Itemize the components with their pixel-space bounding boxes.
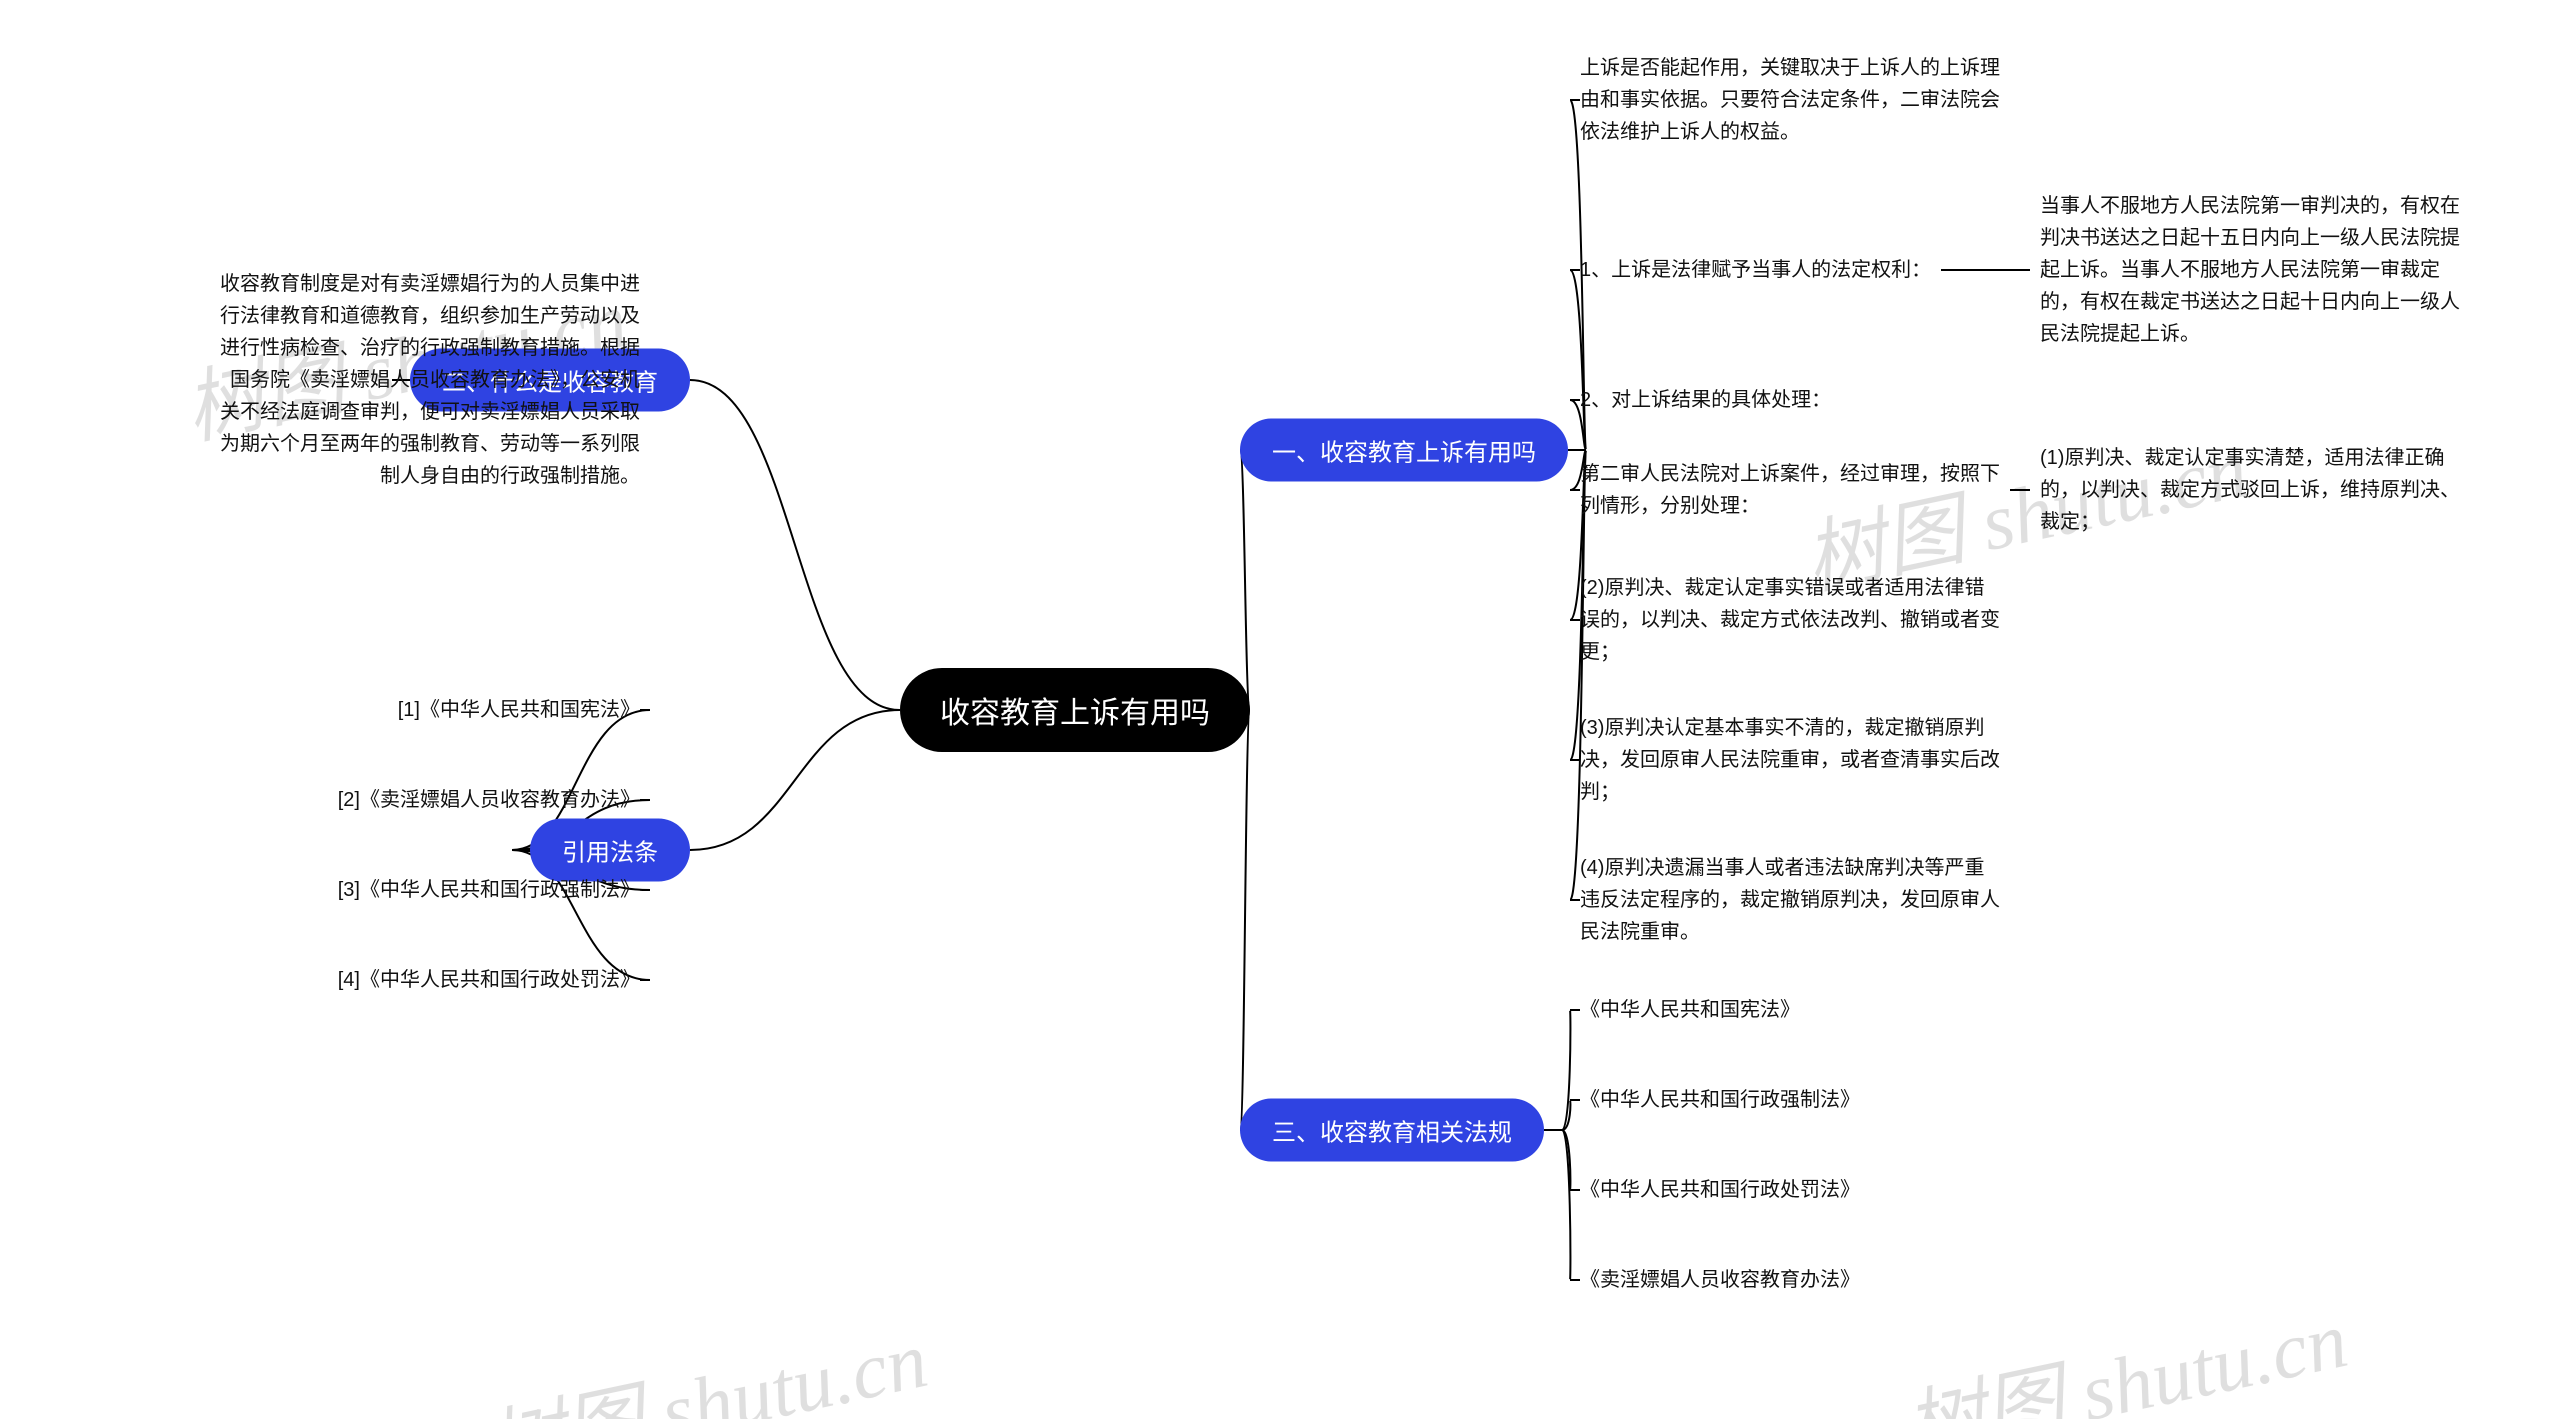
leaf-text: [2]《卖淫嫖娼人员收容教育办法》 <box>338 784 640 816</box>
leaf-text: (2)原判决、裁定认定事实错误或者适用法律错误的，以判决、裁定方式依法改判、撤销… <box>1580 572 2000 668</box>
branch-node: 三、收容教育相关法规 <box>1240 1099 1544 1162</box>
branch-label: 一、收容教育上诉有用吗 <box>1240 419 1568 482</box>
leaf-text: [1]《中华人民共和国宪法》 <box>398 694 640 726</box>
watermark: 树图 shutu.cn <box>473 1295 936 1419</box>
leaf-text: 第二审人民法院对上诉案件，经过审理，按照下列情形，分别处理： <box>1580 458 2000 522</box>
branch-node: 引用法条 <box>530 819 690 882</box>
leaf-text: 《卖淫嫖娼人员收容教育办法》 <box>1580 1264 1860 1296</box>
leaf-text: [3]《中华人民共和国行政强制法》 <box>338 874 640 906</box>
branch-label: 三、收容教育相关法规 <box>1240 1099 1544 1162</box>
watermark: 树图 shutu.cn <box>1893 1275 2356 1419</box>
leaf-text: [4]《中华人民共和国行政处罚法》 <box>338 964 640 996</box>
leaf-text: (3)原判决认定基本事实不清的，裁定撤销原判决，发回原审人民法院重审，或者查清事… <box>1580 712 2000 808</box>
leaf-text: 上诉是否能起作用，关键取决于上诉人的上诉理由和事实依据。只要符合法定条件，二审法… <box>1580 52 2000 148</box>
leaf-text: 1、上诉是法律赋予当事人的法定权利： <box>1580 254 1931 286</box>
leaf-text: (1)原判决、裁定认定事实清楚，适用法律正确的，以判决、裁定方式驳回上诉，维持原… <box>2040 442 2460 538</box>
leaf-text: 当事人不服地方人民法院第一审判决的，有权在判决书送达之日起十五日内向上一级人民法… <box>2040 190 2460 350</box>
leaf-text: 《中华人民共和国行政处罚法》 <box>1580 1174 1860 1206</box>
branch-node: 一、收容教育上诉有用吗 <box>1240 419 1568 482</box>
leaf-text: (4)原判决遗漏当事人或者违法缺席判决等严重违反法定程序的，裁定撤销原判决，发回… <box>1580 852 2000 948</box>
leaf-text: 收容教育制度是对有卖淫嫖娼行为的人员集中进行法律教育和道德教育，组织参加生产劳动… <box>220 268 640 492</box>
leaf-text: 《中华人民共和国宪法》 <box>1580 994 1800 1026</box>
root-label: 收容教育上诉有用吗 <box>900 668 1250 752</box>
leaf-text: 《中华人民共和国行政强制法》 <box>1580 1084 1860 1116</box>
root-node: 收容教育上诉有用吗 <box>900 668 1250 752</box>
leaf-text: 2、对上诉结果的具体处理： <box>1580 384 1831 416</box>
branch-label: 引用法条 <box>530 819 690 882</box>
